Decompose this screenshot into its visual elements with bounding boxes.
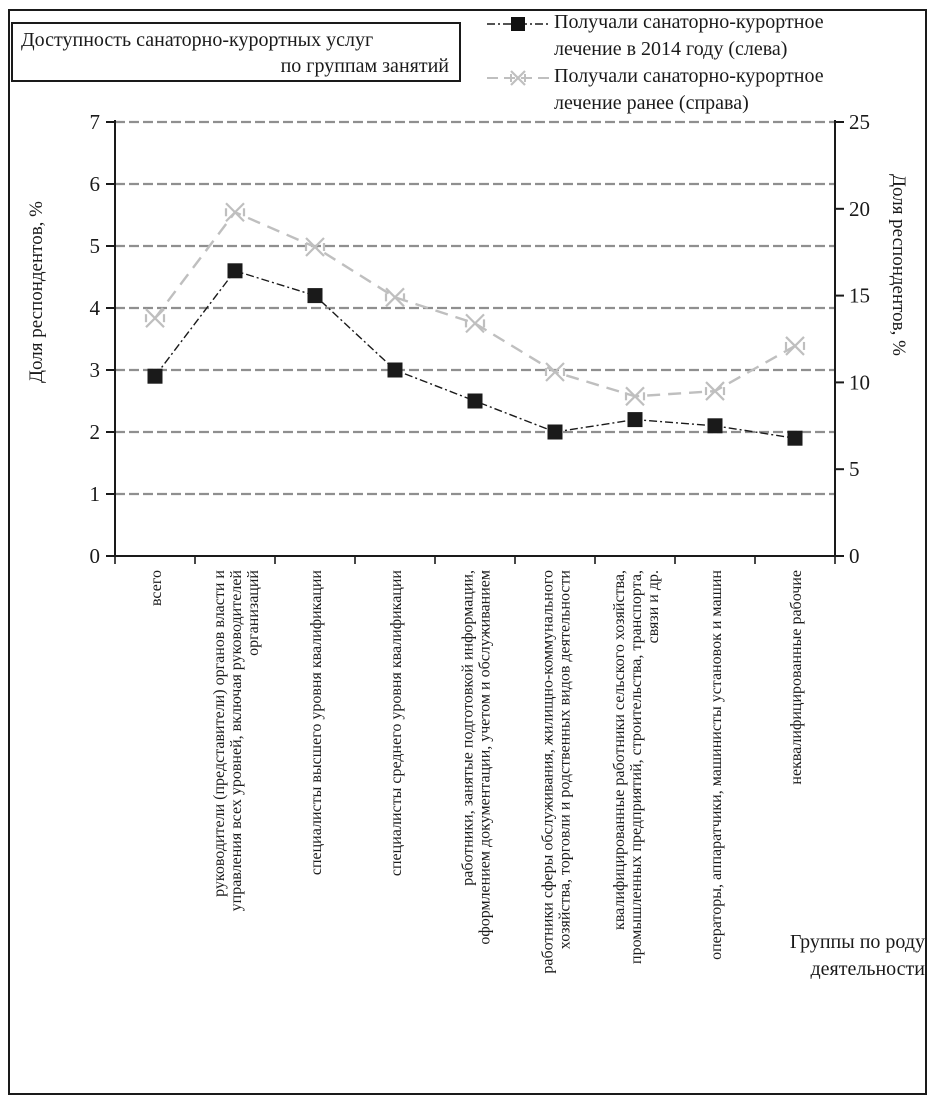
legend-label-earlier: Получали санаторно-курортное лечение ран… — [554, 63, 824, 117]
x-marker — [625, 386, 645, 407]
category-label: работники сферы обслуживания, жилищно-ко… — [540, 570, 557, 974]
left-axis-tick-label: 5 — [90, 234, 101, 258]
legend-label-earlier-line1: Получали санаторно-курортное — [554, 65, 824, 87]
category-label: специалисты высшего уровня квалификации — [308, 570, 325, 876]
category-label: хозяйства, торговли и родственных видов … — [557, 570, 574, 950]
square-marker — [467, 393, 483, 409]
legend-label-earlier-line2: лечение ранее (справа) — [554, 92, 749, 114]
left-axis-title: Доля респондентов, % — [26, 201, 47, 383]
category-label: управления всех уровней, включая руковод… — [228, 570, 245, 912]
left-axis-tick-label: 0 — [90, 544, 101, 568]
right-axis-tick-label: 10 — [849, 370, 870, 394]
category-label: работники, занятые подготовкой информаци… — [460, 570, 477, 886]
series-line-earlier — [154, 210, 796, 398]
x-marker — [305, 237, 325, 257]
square-marker — [627, 412, 643, 428]
square-marker — [147, 368, 163, 384]
right-axis-tick-label: 5 — [849, 457, 860, 481]
outer-frame — [8, 9, 927, 1095]
legend-label-2014-line1: Получали санаторно-курортное — [554, 11, 824, 33]
black-square-marker-icon — [487, 17, 549, 31]
left-axis-tick-label: 4 — [90, 296, 101, 320]
x-marker — [465, 313, 485, 334]
category-label: организаций — [245, 570, 262, 656]
left-axis-tick-label: 7 — [90, 110, 101, 134]
gray-x-marker-icon — [487, 70, 549, 86]
category-label: промышленных предприятий, строительства,… — [628, 570, 645, 964]
left-axis-tick-label: 1 — [90, 482, 101, 506]
series-line-2014 — [154, 269, 796, 439]
legend-label-2014: Получали санаторно-курортное лечение в 2… — [554, 9, 824, 63]
category-label: руководители (представители) органов вла… — [211, 570, 228, 897]
x-marker — [545, 362, 565, 382]
x-marker — [145, 308, 165, 328]
category-label: специалисты среднего уровня квалификации — [388, 570, 405, 877]
square-marker — [307, 288, 323, 304]
chart-title-line-1: Доступность санаторно-курортных услуг — [21, 29, 374, 51]
left-axis-tick-label: 6 — [90, 172, 101, 196]
category-label: неквалифицированные рабочие — [788, 570, 805, 785]
square-marker — [547, 424, 563, 440]
right-axis-tick-label: 15 — [849, 284, 870, 308]
square-marker — [387, 362, 403, 378]
x-marker — [705, 381, 725, 401]
legend-label-2014-line2: лечение в 2014 году (слева) — [554, 38, 788, 60]
right-axis-title: Доля респондентов, % — [888, 174, 909, 356]
x-marker — [385, 287, 405, 308]
right-axis-tick-label: 25 — [849, 110, 870, 134]
square-marker — [707, 418, 723, 434]
left-axis-tick-label: 2 — [90, 420, 101, 444]
legend-item-earlier: Получали санаторно-курортное лечение ран… — [486, 63, 916, 117]
category-label: квалифицированные работники сельского хо… — [611, 570, 628, 930]
right-axis-tick-label: 0 — [849, 544, 860, 568]
category-label: операторы, аппаратчики, машинисты устано… — [708, 570, 725, 960]
x-axis-title: Группы по роду — [790, 931, 925, 953]
category-label: всего — [148, 570, 165, 606]
chart-title-box: Доступность санаторно-курортных услуг по… — [11, 22, 461, 82]
legend: Получали санаторно-курортное лечение в 2… — [486, 9, 916, 117]
square-marker — [787, 430, 803, 446]
x-marker — [785, 336, 805, 356]
left-axis-tick-label: 3 — [90, 358, 101, 382]
legend-item-2014: Получали санаторно-курортное лечение в 2… — [486, 9, 916, 63]
category-label: оформлением документации, учетом и обслу… — [477, 570, 494, 945]
x-marker — [225, 202, 245, 223]
category-label: связи и др. — [645, 570, 662, 643]
right-axis-tick-label: 20 — [849, 197, 870, 221]
x-axis-title: деятельности — [811, 958, 926, 980]
chart-title-line-2: по группам занятий — [280, 55, 449, 77]
square-marker — [227, 263, 243, 279]
